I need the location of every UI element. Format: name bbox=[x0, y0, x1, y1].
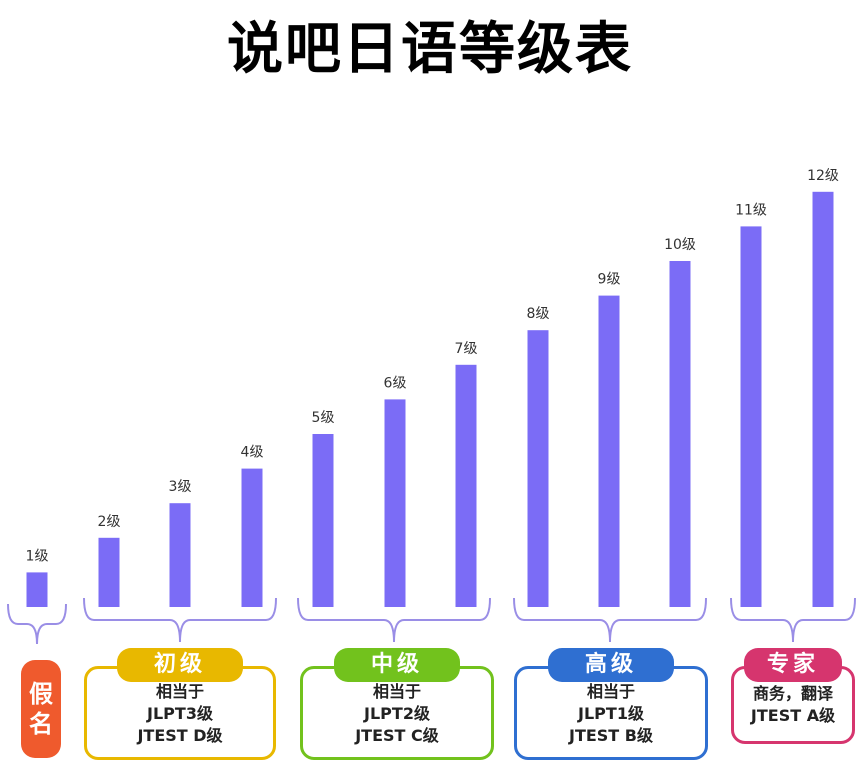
group-beginner-line: JLPT3级 bbox=[147, 704, 213, 723]
group-beginner-title: 初级 bbox=[117, 648, 243, 682]
bar-label-2: 2级 bbox=[98, 514, 121, 530]
group-advanced-title: 高级 bbox=[548, 648, 674, 682]
bar-label-12: 12级 bbox=[807, 168, 839, 184]
brace-expert bbox=[730, 597, 856, 643]
bar-label-3: 3级 bbox=[169, 479, 192, 495]
bar-11 bbox=[740, 226, 762, 607]
brace-advanced bbox=[513, 597, 707, 643]
group-intermediate-line: 相当于 bbox=[372, 682, 421, 701]
bar-12 bbox=[812, 191, 834, 608]
group-kana-box: 假 名 bbox=[21, 660, 61, 758]
group-intermediate-title: 中级 bbox=[334, 648, 460, 682]
group-advanced-line: JLPT1级 bbox=[578, 704, 644, 723]
bar-8 bbox=[527, 330, 549, 607]
bar-1 bbox=[26, 572, 48, 607]
bar-9 bbox=[598, 295, 620, 607]
bar-3 bbox=[169, 503, 191, 607]
group-expert-line: 商务，翻译 bbox=[752, 684, 833, 703]
brace-kana bbox=[7, 603, 67, 645]
bar-6 bbox=[384, 399, 406, 607]
bar-label-6: 6级 bbox=[384, 375, 407, 391]
bar-label-5: 5级 bbox=[312, 410, 335, 426]
bar-5 bbox=[312, 434, 334, 607]
bar-label-4: 4级 bbox=[241, 445, 264, 461]
group-beginner-line: JTEST D级 bbox=[137, 726, 223, 745]
group-expert-title: 专家 bbox=[744, 648, 842, 682]
brace-beginner bbox=[83, 597, 277, 643]
group-advanced-box: 相当于 JLPT1级 JTEST B级 bbox=[514, 666, 708, 760]
group-advanced-line: JTEST B级 bbox=[568, 726, 653, 745]
page-title: 说吧日语等级表 bbox=[227, 16, 633, 82]
bar-label-10: 10级 bbox=[664, 237, 696, 253]
bar-label-9: 9级 bbox=[598, 272, 621, 288]
group-intermediate-line: JTEST C级 bbox=[355, 726, 439, 745]
bar-label-7: 7级 bbox=[455, 341, 478, 357]
brace-intermediate bbox=[297, 597, 491, 643]
bar-2 bbox=[98, 537, 120, 607]
bar-4 bbox=[241, 468, 263, 607]
group-kana-title-char-2: 名 bbox=[29, 710, 53, 738]
bar-10 bbox=[669, 261, 691, 607]
bar-label-1: 1级 bbox=[26, 548, 49, 564]
bar-label-11: 11级 bbox=[735, 202, 767, 218]
group-beginner-line: 相当于 bbox=[155, 682, 204, 701]
group-intermediate-line: JLPT2级 bbox=[364, 704, 430, 723]
group-expert-line: JTEST A级 bbox=[750, 706, 836, 725]
bar-7 bbox=[455, 364, 477, 607]
group-kana-title-char-1: 假 bbox=[29, 680, 53, 708]
group-advanced-line: 相当于 bbox=[586, 682, 635, 701]
bar-label-8: 8级 bbox=[527, 306, 550, 322]
